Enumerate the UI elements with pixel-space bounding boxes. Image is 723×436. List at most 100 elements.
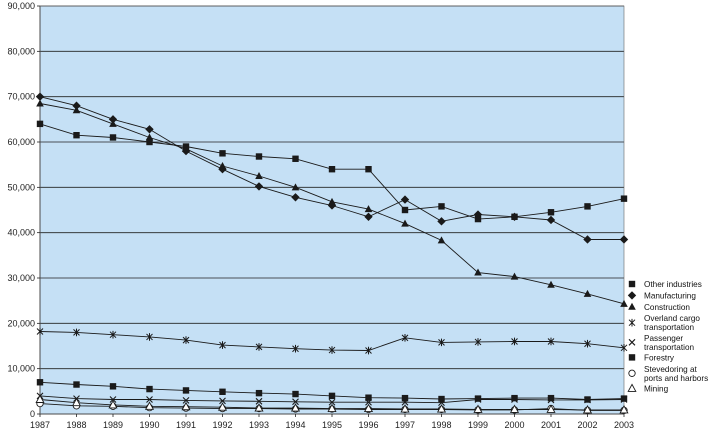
marker-stroke (219, 341, 226, 349)
legend-marker (628, 302, 636, 310)
legend-label: Forestry (644, 353, 675, 362)
legend-marker (628, 369, 636, 377)
legend-label: transportation (644, 323, 695, 332)
data-point (437, 236, 446, 244)
legend-label: Other industries (644, 280, 702, 289)
data-point (401, 394, 409, 402)
data-point (73, 328, 80, 337)
marker-stroke (584, 339, 591, 348)
legend-marker (628, 354, 636, 361)
legend-label: Passenger (644, 334, 683, 343)
plot-background (40, 6, 624, 414)
data-point (145, 133, 154, 141)
data-point (72, 106, 81, 114)
data-point (144, 401, 155, 410)
x-tick-label: 2003 (614, 420, 634, 430)
marker-stroke (182, 336, 190, 344)
series-6 (36, 379, 628, 403)
data-point (619, 404, 629, 414)
data-point (547, 337, 555, 346)
data-point (255, 397, 263, 405)
legend-marker (628, 338, 636, 346)
data-point (254, 182, 264, 191)
legend: Other industries Manufacturing Constructio… (627, 280, 708, 393)
data-point (473, 210, 483, 219)
marker-stroke (474, 338, 482, 346)
data-point (328, 398, 336, 406)
y-tick-label: 70,000 (7, 92, 35, 102)
x-tick-label: 1992 (212, 420, 232, 430)
data-point (109, 383, 117, 390)
marker-stroke (365, 346, 372, 355)
x-tick-label: 1999 (468, 420, 488, 430)
data-point (474, 268, 482, 276)
legend-marker (628, 318, 636, 327)
marker-stroke (146, 333, 153, 341)
y-tick-label: 60,000 (7, 137, 35, 147)
y-tick-label: 40,000 (7, 228, 35, 238)
marker-stroke (401, 334, 409, 342)
data-point (291, 193, 300, 202)
data-point (401, 334, 409, 342)
data-point (219, 150, 226, 157)
data-point (73, 132, 80, 139)
data-point (292, 390, 299, 398)
data-point (109, 396, 117, 403)
x-tick-label: 1993 (249, 420, 269, 430)
series-8 (35, 394, 629, 414)
data-point (474, 395, 482, 402)
x-tick-label: 2002 (577, 420, 597, 430)
data-point (255, 389, 263, 397)
data-point (218, 162, 227, 170)
series (35, 92, 629, 415)
data-point (328, 197, 336, 205)
marker-stroke (292, 398, 299, 406)
data-point (474, 338, 482, 346)
data-point (219, 388, 226, 395)
y-tick-label: 30,000 (7, 273, 35, 283)
data-point (620, 395, 628, 402)
data-point (546, 215, 556, 225)
data-point (328, 166, 336, 173)
x-tick-label: 1998 (431, 420, 451, 430)
y-tick-label: 50,000 (7, 182, 35, 192)
data-point (219, 341, 226, 349)
marker-stroke (328, 398, 336, 406)
data-point (108, 115, 118, 124)
data-point (365, 394, 372, 401)
x-tick-label: 1990 (139, 420, 159, 430)
x-tick-label: 1991 (176, 420, 196, 430)
data-point (109, 119, 117, 127)
x-tick-label: 1997 (395, 420, 415, 430)
legend-item-6: Forestry (628, 353, 675, 362)
x-tick-label: 1988 (66, 420, 86, 430)
data-point (547, 209, 555, 216)
legend-label: Mining (644, 384, 669, 393)
legend-item-1: Other industries (628, 280, 702, 289)
data-point (473, 404, 483, 413)
data-point (510, 212, 519, 221)
data-point (36, 379, 44, 386)
data-point (255, 172, 263, 179)
legend-marker (627, 383, 637, 392)
data-point (328, 392, 336, 400)
marker-stroke (109, 330, 117, 339)
legend-marker (627, 291, 637, 300)
data-point (400, 195, 410, 204)
data-point (35, 92, 45, 101)
data-point (292, 398, 299, 406)
data-point (510, 272, 519, 280)
marker-stroke (109, 396, 117, 403)
data-point (146, 138, 153, 146)
data-point (583, 235, 592, 244)
marker-stroke (146, 396, 153, 403)
legend-marker (628, 280, 636, 288)
data-point (73, 381, 80, 388)
legend-label: transportation (644, 343, 695, 352)
data-point (620, 344, 628, 352)
data-point (72, 101, 81, 110)
marker-stroke (328, 346, 336, 354)
x-tick-label: 1994 (285, 420, 305, 430)
data-point (511, 337, 518, 346)
